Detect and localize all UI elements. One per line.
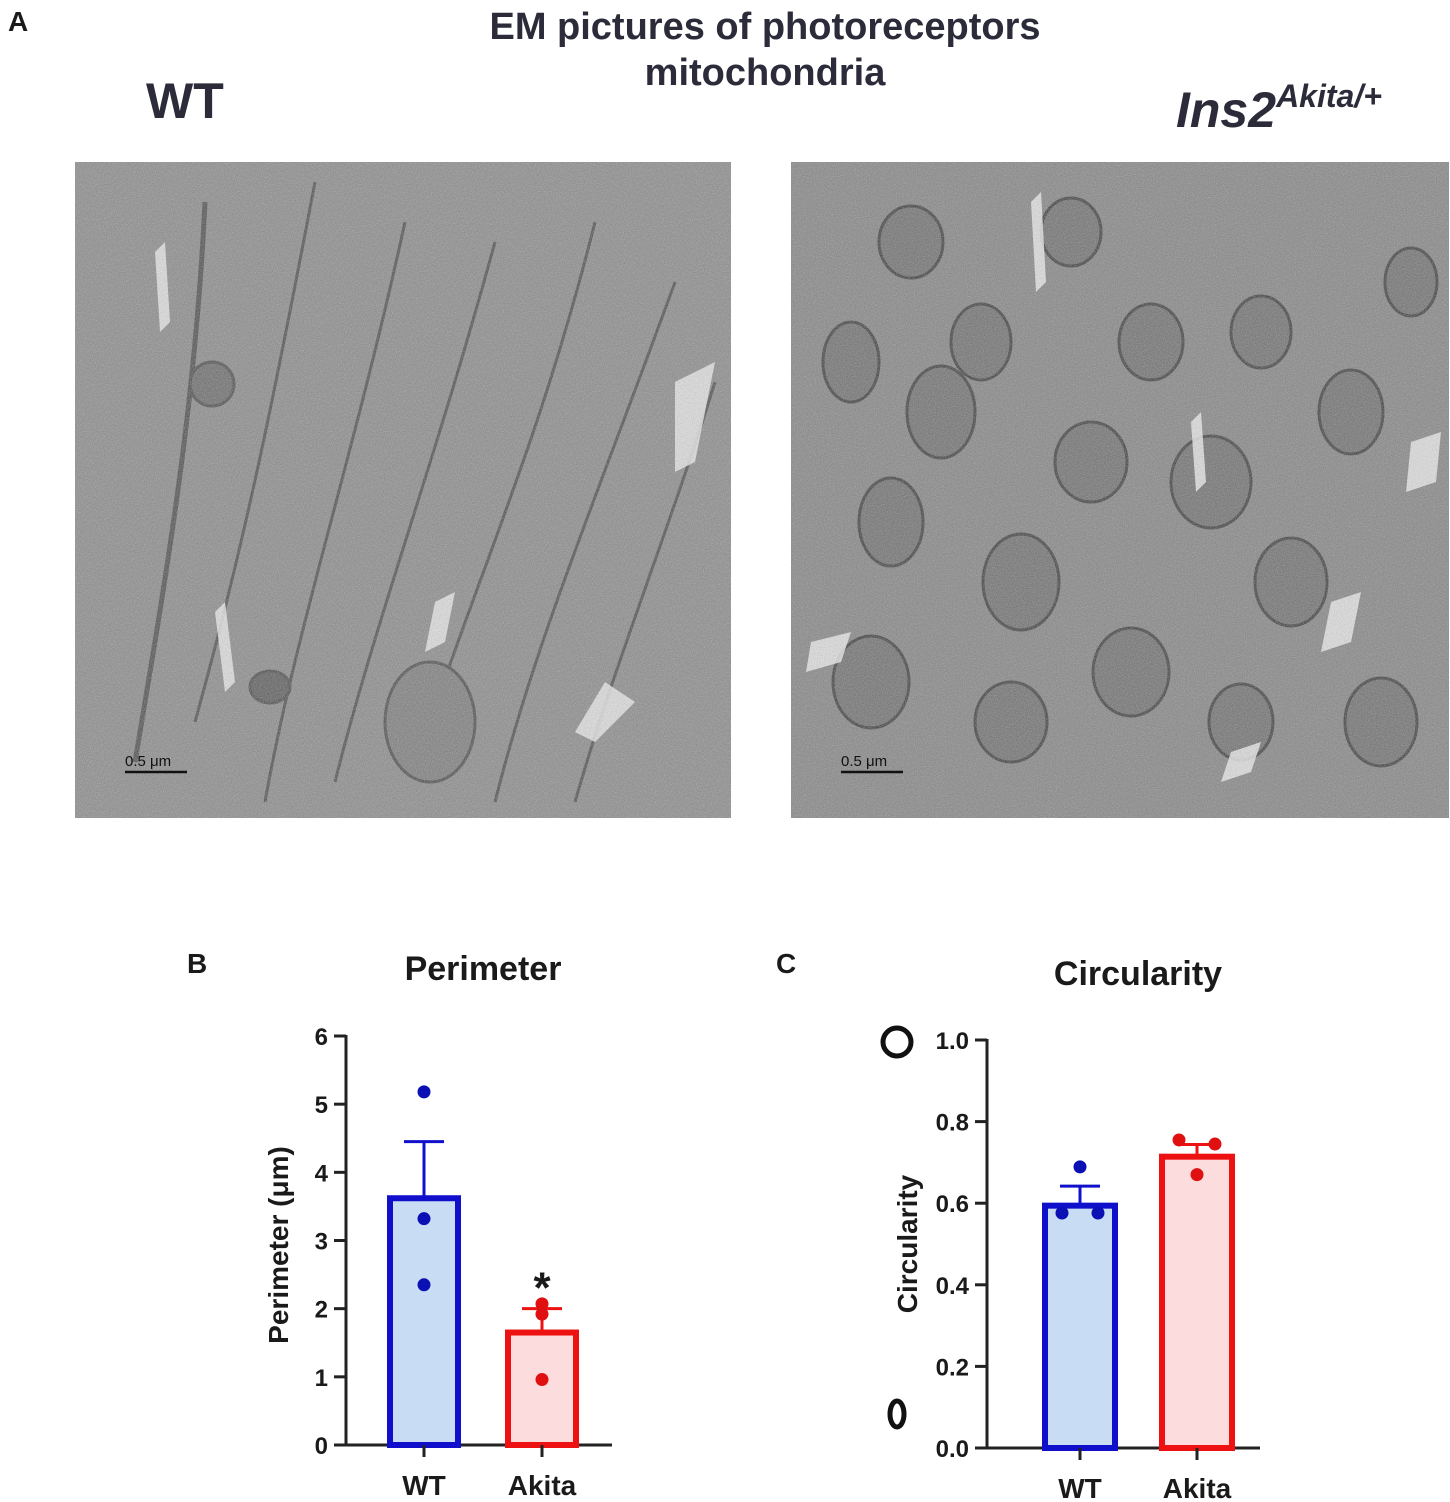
perimeter-y-tick-label: 5 — [315, 1092, 328, 1119]
circularity-chart: Circularity 0.0 0.2 0.4 0.6 0.8 1.0 Circularity… — [880, 955, 1260, 1500]
akita-label-main: Ins2 — [1176, 82, 1277, 138]
circularity-bar-akita — [1159, 1153, 1235, 1452]
scale-bar-label-akita: 0.5 μm — [841, 753, 887, 770]
panel-letter-c: C — [776, 948, 797, 979]
perimeter-chart-title: Perimeter — [405, 950, 562, 988]
figure-title-line2: mitochondria — [644, 52, 886, 95]
perimeter-significance-marker: * — [533, 1264, 551, 1313]
circularity-data-point-wt — [1055, 1206, 1069, 1220]
perimeter-category-label-akita: Akita — [508, 1470, 577, 1500]
circularity-y-tick-label: 1.0 — [936, 1028, 969, 1055]
perimeter-y-tick-label: 3 — [315, 1229, 328, 1256]
panel-letter-b: B — [187, 948, 208, 979]
figure-title: EM pictures of photoreceptors mitochondr… — [0, 4, 1450, 97]
circularity-chart-title: Circularity — [1054, 955, 1222, 993]
figure-title-line1: EM pictures of photoreceptors — [489, 6, 1041, 48]
wt-condition-label: WT — [146, 73, 224, 129]
circularity-data-point-akita — [1172, 1133, 1186, 1147]
circularity-y-tick-label: 0.8 — [936, 1110, 969, 1137]
circularity-y-tick-label: 0.2 — [936, 1354, 969, 1381]
circularity-y-tick-label: 0.0 — [936, 1436, 969, 1463]
circle-shape-icon — [880, 1025, 914, 1059]
perimeter-y-tick-label: 4 — [315, 1160, 329, 1187]
perimeter-y-axis-label: Perimeter (μm) — [263, 1146, 294, 1344]
perimeter-data-point-wt — [417, 1212, 431, 1226]
scale-bar-label-wt: 0.5 μm — [125, 753, 171, 770]
panel-letter-a: A — [8, 6, 29, 37]
perimeter-data-point-wt — [417, 1085, 431, 1099]
circularity-bar-wt — [1042, 1202, 1118, 1452]
akita-condition-label: Ins2Akita/+ — [1176, 78, 1382, 139]
circularity-data-point-akita — [1190, 1168, 1204, 1182]
perimeter-y-tick-label: 1 — [315, 1365, 328, 1392]
perimeter-y-tick-label: 0 — [315, 1433, 328, 1460]
circularity-data-point-wt — [1073, 1160, 1087, 1174]
circularity-category-label-akita: Akita — [1163, 1473, 1232, 1500]
circularity-category-label-wt: WT — [1058, 1473, 1102, 1500]
perimeter-bar-akita — [505, 1329, 579, 1448]
perimeter-bar-wt — [387, 1195, 461, 1448]
perimeter-category-label-wt: WT — [402, 1470, 446, 1500]
em-image-wt: 0.5 μm — [75, 162, 731, 818]
perimeter-y-tick-label: 2 — [315, 1297, 328, 1324]
circularity-data-point-akita — [1208, 1137, 1222, 1151]
circularity-y-tick-label: 0.6 — [936, 1191, 969, 1218]
perimeter-chart: Perimeter 0 1 2 3 4 5 6 Perimeter (μm) WT Akita * — [263, 950, 612, 1500]
perimeter-y-tick-label: 6 — [315, 1024, 328, 1051]
akita-label-superscript: Akita/+ — [1276, 78, 1382, 114]
perimeter-data-point-akita — [535, 1297, 549, 1311]
circularity-y-axis-label: Circularity — [892, 1174, 923, 1313]
circularity-data-point-wt — [1091, 1206, 1105, 1220]
perimeter-data-point-wt — [417, 1278, 431, 1292]
perimeter-data-point-akita — [535, 1307, 549, 1321]
elongated-shape-icon — [887, 1398, 907, 1430]
perimeter-data-point-akita — [535, 1373, 549, 1387]
circularity-y-tick-label: 0.4 — [936, 1273, 970, 1300]
em-image-akita: 0.5 μm — [791, 162, 1449, 818]
